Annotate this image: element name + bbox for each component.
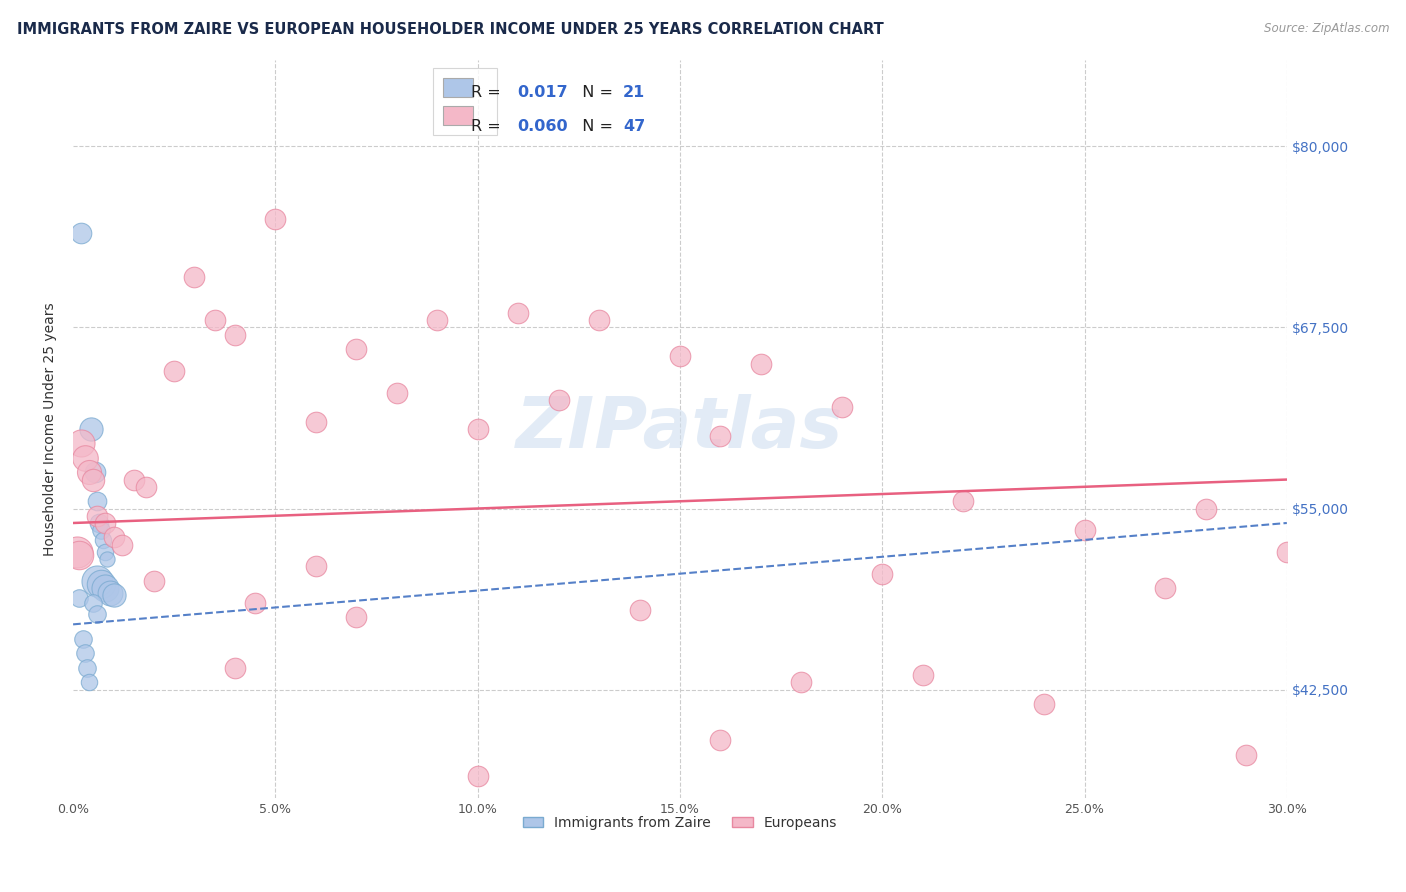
Point bbox=[1033, 697, 1056, 711]
Text: R =: R = bbox=[471, 86, 506, 100]
Point bbox=[385, 385, 408, 400]
Point bbox=[70, 436, 93, 450]
Point bbox=[89, 516, 111, 530]
Point bbox=[467, 422, 489, 436]
Point bbox=[96, 552, 118, 566]
Point bbox=[143, 574, 166, 588]
Point bbox=[952, 494, 974, 508]
Point bbox=[224, 661, 246, 675]
Point bbox=[94, 545, 117, 559]
Text: 21: 21 bbox=[623, 86, 645, 100]
Point bbox=[86, 494, 108, 508]
Point bbox=[122, 473, 145, 487]
Point bbox=[94, 581, 117, 595]
Point bbox=[709, 429, 731, 443]
Point bbox=[82, 473, 104, 487]
Point bbox=[749, 357, 772, 371]
Text: N =: N = bbox=[572, 86, 619, 100]
Point bbox=[264, 211, 287, 226]
Point bbox=[790, 675, 813, 690]
Point bbox=[426, 313, 449, 327]
Point bbox=[1073, 523, 1095, 537]
Point bbox=[94, 516, 117, 530]
Point bbox=[77, 465, 100, 479]
Point bbox=[1195, 501, 1218, 516]
Point bbox=[1234, 747, 1257, 762]
Point bbox=[66, 545, 89, 559]
Point bbox=[86, 508, 108, 523]
Point bbox=[75, 450, 97, 465]
Point bbox=[90, 577, 112, 591]
Point bbox=[76, 661, 98, 675]
Point bbox=[103, 531, 125, 545]
Point bbox=[72, 632, 94, 646]
Point bbox=[204, 313, 226, 327]
Point bbox=[547, 392, 569, 407]
Point bbox=[70, 227, 93, 241]
Point bbox=[93, 533, 115, 548]
Y-axis label: Householder Income Under 25 years: Householder Income Under 25 years bbox=[44, 302, 58, 556]
Point bbox=[1154, 581, 1177, 595]
Point bbox=[588, 313, 610, 327]
Text: 0.017: 0.017 bbox=[517, 86, 568, 100]
Text: ZIPatlas: ZIPatlas bbox=[516, 394, 844, 463]
Point bbox=[67, 548, 90, 562]
Point bbox=[90, 523, 112, 537]
Text: 47: 47 bbox=[623, 119, 645, 134]
Point bbox=[870, 566, 893, 581]
Legend: Immigrants from Zaire, Europeans: Immigrants from Zaire, Europeans bbox=[517, 811, 844, 836]
Point bbox=[75, 646, 97, 660]
Point bbox=[103, 588, 125, 602]
Point bbox=[163, 364, 186, 378]
Point bbox=[243, 596, 266, 610]
Text: R =: R = bbox=[471, 119, 506, 134]
Text: Source: ZipAtlas.com: Source: ZipAtlas.com bbox=[1264, 22, 1389, 36]
Point bbox=[1275, 545, 1298, 559]
Point bbox=[135, 480, 157, 494]
Point bbox=[709, 733, 731, 747]
Text: 0.060: 0.060 bbox=[517, 119, 568, 134]
Point bbox=[305, 415, 328, 429]
Point bbox=[77, 675, 100, 690]
Point bbox=[911, 668, 934, 682]
Point bbox=[98, 585, 121, 599]
Point bbox=[67, 591, 90, 606]
Point bbox=[508, 306, 530, 320]
Point bbox=[86, 607, 108, 622]
Text: IMMIGRANTS FROM ZAIRE VS EUROPEAN HOUSEHOLDER INCOME UNDER 25 YEARS CORRELATION : IMMIGRANTS FROM ZAIRE VS EUROPEAN HOUSEH… bbox=[17, 22, 883, 37]
Point bbox=[84, 465, 107, 479]
Point bbox=[305, 559, 328, 574]
Point bbox=[344, 610, 367, 624]
Point bbox=[82, 596, 104, 610]
Point bbox=[224, 327, 246, 342]
Point bbox=[344, 343, 367, 357]
Point bbox=[111, 538, 134, 552]
Text: N =: N = bbox=[572, 119, 619, 134]
Point bbox=[86, 574, 108, 588]
Point bbox=[831, 400, 853, 414]
Point bbox=[80, 422, 103, 436]
Point bbox=[669, 350, 692, 364]
Point bbox=[183, 269, 205, 284]
Point bbox=[628, 603, 651, 617]
Point bbox=[467, 769, 489, 783]
